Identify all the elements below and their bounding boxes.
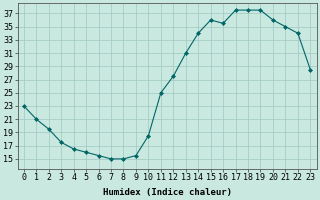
X-axis label: Humidex (Indice chaleur): Humidex (Indice chaleur) — [103, 188, 232, 197]
